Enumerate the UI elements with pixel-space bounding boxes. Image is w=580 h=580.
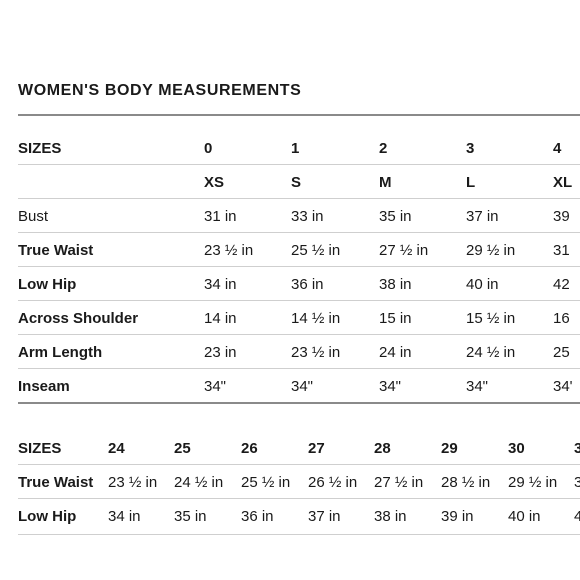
row-divider — [18, 300, 580, 301]
table-cell: 37 in — [308, 508, 341, 525]
row-divider — [18, 498, 580, 499]
size-number: 3 — [574, 440, 580, 457]
table-cell: 25 — [553, 344, 570, 361]
table-cell: 34" — [379, 378, 402, 395]
row-label-across-shoulder: Across Shoulder — [18, 310, 139, 327]
table-cell: 23 ½ in — [204, 242, 254, 259]
table-cell: 29 ½ in — [508, 474, 558, 491]
size-letter: XS — [204, 174, 225, 191]
size-letter: S — [291, 174, 302, 191]
size-number: 3 — [466, 140, 475, 157]
size-number: 26 — [241, 440, 258, 457]
table-bottom-divider — [18, 402, 580, 404]
table-cell: 33 in — [291, 208, 324, 225]
table-cell: 40 in — [508, 508, 541, 525]
row-divider — [18, 266, 580, 267]
table-bottom-divider — [18, 534, 580, 535]
size-letter: L — [466, 174, 476, 191]
table-cell: 3 — [574, 474, 580, 491]
size-number: 25 — [174, 440, 191, 457]
size-number: 30 — [508, 440, 525, 457]
size-number: 4 — [553, 140, 562, 157]
table-cell: 40 in — [466, 276, 499, 293]
table-cell: 31 — [553, 242, 570, 259]
table-cell: 36 in — [291, 276, 324, 293]
table-cell: 34' — [553, 378, 573, 395]
table-cell: 34 in — [108, 508, 141, 525]
table-cell: 24 ½ in — [174, 474, 224, 491]
table-cell: 4 — [574, 508, 580, 525]
table-cell: 39 — [553, 208, 570, 225]
row-divider — [18, 334, 580, 335]
row-divider — [18, 164, 580, 165]
table-cell: 42 — [553, 276, 570, 293]
table-cell: 23 ½ in — [108, 474, 158, 491]
table-cell: 38 in — [374, 508, 407, 525]
row-label-low-hip: Low Hip — [18, 508, 77, 525]
table-cell: 27 ½ in — [379, 242, 429, 259]
table-cell: 25 ½ in — [291, 242, 341, 259]
size-number: 0 — [204, 140, 213, 157]
table-cell: 36 in — [241, 508, 274, 525]
size-number: 28 — [374, 440, 391, 457]
table-cell: 16 — [553, 310, 570, 327]
table-cell: 35 in — [379, 208, 412, 225]
table-cell: 39 in — [441, 508, 474, 525]
table-cell: 24 ½ in — [466, 344, 516, 361]
table-cell: 28 ½ in — [441, 474, 491, 491]
table-cell: 24 in — [379, 344, 412, 361]
table-cell: 34" — [204, 378, 227, 395]
chart-title: WOMEN'S BODY MEASUREMENTS — [18, 82, 302, 99]
row-label-inseam: Inseam — [18, 378, 70, 395]
size-number: 29 — [441, 440, 458, 457]
size-number: 27 — [308, 440, 325, 457]
table-cell: 31 in — [204, 208, 237, 225]
size-number: 1 — [291, 140, 300, 157]
table-cell: 23 ½ in — [291, 344, 341, 361]
table-cell: 25 ½ in — [241, 474, 291, 491]
table-cell: 14 in — [204, 310, 237, 327]
table-top-divider — [18, 114, 580, 116]
size-number: 2 — [379, 140, 388, 157]
table-cell: 23 in — [204, 344, 237, 361]
row-divider — [18, 368, 580, 369]
table-cell: 34 in — [204, 276, 237, 293]
row-divider — [18, 198, 580, 199]
table-cell: 34" — [291, 378, 314, 395]
row-label-bust: Bust — [18, 208, 49, 225]
table-cell: 35 in — [174, 508, 207, 525]
row-divider — [18, 232, 580, 233]
table-cell: 26 ½ in — [308, 474, 358, 491]
row-label-low-hip: Low Hip — [18, 276, 77, 293]
table-cell: 34" — [466, 378, 489, 395]
size-number: 24 — [108, 440, 125, 457]
table-cell: 15 ½ in — [466, 310, 516, 327]
table-cell: 29 ½ in — [466, 242, 516, 259]
table-cell: 37 in — [466, 208, 499, 225]
size-letter: M — [379, 174, 392, 191]
row-label-true-waist: True Waist — [18, 474, 94, 491]
sizes-header-label: SIZES — [18, 440, 62, 457]
row-label-true-waist: True Waist — [18, 242, 94, 259]
size-letter: XL — [553, 174, 573, 191]
table-cell: 14 ½ in — [291, 310, 341, 327]
sizes-header-label: SIZES — [18, 140, 62, 157]
row-divider — [18, 464, 580, 465]
table-cell: 27 ½ in — [374, 474, 424, 491]
table-cell: 15 in — [379, 310, 412, 327]
table-cell: 38 in — [379, 276, 412, 293]
row-label-arm-length: Arm Length — [18, 344, 103, 361]
